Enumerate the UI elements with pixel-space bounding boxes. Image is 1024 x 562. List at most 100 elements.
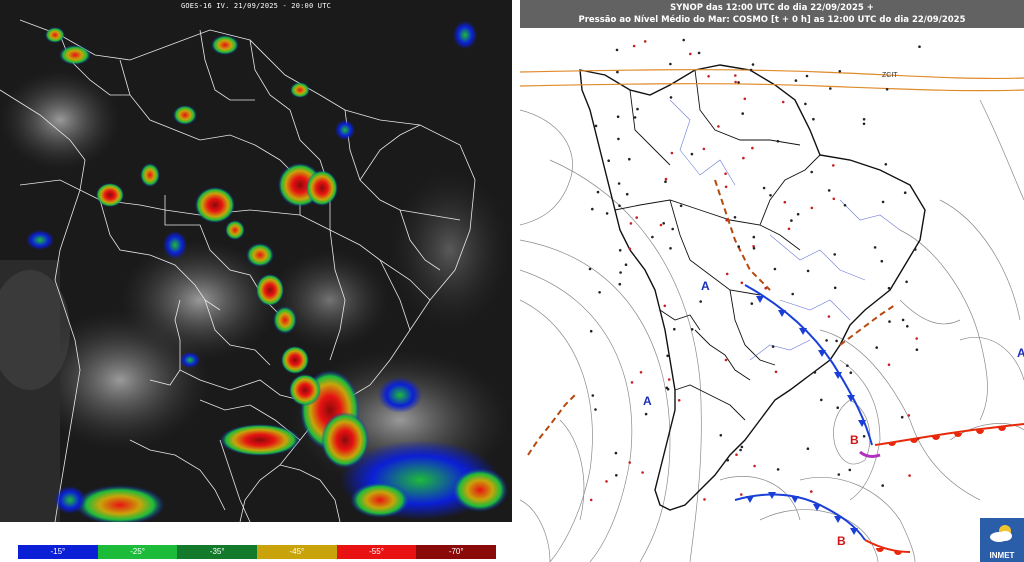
satellite-image-panel: GOES-16 IV. 21/09/2025 - 20:00 UTC xyxy=(0,0,512,522)
warm-front-semicircle xyxy=(998,427,1006,431)
station-dot xyxy=(628,157,631,161)
station-dot xyxy=(717,125,720,128)
cold-front-triangle xyxy=(834,372,842,379)
station-dot xyxy=(837,473,841,476)
station-dot xyxy=(618,204,621,207)
station-dot xyxy=(737,245,740,248)
station-dot xyxy=(673,327,676,331)
station-dot xyxy=(875,346,878,349)
station-dot xyxy=(664,180,667,183)
cold-front-triangle xyxy=(818,350,826,357)
station-dot xyxy=(639,371,643,374)
station-dot xyxy=(636,107,639,111)
station-dot xyxy=(906,325,909,328)
station-dot xyxy=(618,249,622,252)
station-dot xyxy=(750,302,754,305)
station-dot xyxy=(838,70,842,73)
station-dot xyxy=(734,74,737,77)
high-pressure-label: A xyxy=(643,394,652,408)
station-dot xyxy=(733,216,737,219)
station-dot xyxy=(616,70,619,74)
station-dot xyxy=(616,115,620,118)
station-dot xyxy=(659,223,663,227)
station-dot xyxy=(742,156,745,160)
station-dot xyxy=(740,493,743,496)
station-dot xyxy=(699,300,702,303)
legend-swatch: -25° xyxy=(97,545,178,559)
station-dot xyxy=(594,408,597,411)
station-dot xyxy=(591,394,595,397)
station-dot xyxy=(773,267,777,271)
station-dot xyxy=(589,329,593,333)
station-dot xyxy=(670,151,674,155)
station-dot xyxy=(884,163,888,166)
station-dot xyxy=(625,192,629,196)
synop-map xyxy=(520,38,1024,562)
warm-front-semicircle xyxy=(876,548,884,552)
station-dot xyxy=(677,399,681,402)
warm-front-semicircle xyxy=(894,551,902,555)
itcz-label: ZCIT xyxy=(882,72,898,79)
low-pressure-label: B xyxy=(837,534,846,548)
station-dot xyxy=(829,87,832,90)
legend-swatch: -15° xyxy=(18,545,98,559)
station-dot xyxy=(862,435,866,438)
legend-swatch: -35° xyxy=(177,545,258,559)
warm-front-semicircle xyxy=(954,433,962,437)
station-dot xyxy=(887,286,891,290)
station-dot xyxy=(726,458,729,462)
station-dot xyxy=(667,378,671,381)
station-dot xyxy=(848,468,852,472)
station-dot xyxy=(825,339,828,342)
station-dot xyxy=(589,498,593,502)
station-dot xyxy=(735,453,738,457)
station-dot xyxy=(751,146,754,150)
station-dot xyxy=(827,189,831,192)
station-dot xyxy=(614,451,618,455)
station-dot xyxy=(881,484,884,487)
station-dot xyxy=(787,227,791,231)
station-dot xyxy=(665,386,669,390)
country-borders xyxy=(614,69,821,421)
cold-front-triangle xyxy=(858,420,866,427)
station-dot xyxy=(907,414,911,417)
occlusion xyxy=(859,450,881,458)
station-dot xyxy=(918,45,921,48)
station-dot xyxy=(827,315,831,318)
station-dot xyxy=(774,370,778,374)
cold-front-triangle xyxy=(778,310,786,317)
station-dot xyxy=(605,480,608,483)
station-dot xyxy=(743,97,747,101)
station-dot xyxy=(739,448,742,452)
station-dot xyxy=(820,398,823,402)
synop-title-line2: Pressão ao Nível Médio do Mar: COSMO [t … xyxy=(578,15,966,25)
high-pressure-label: A xyxy=(1017,346,1024,360)
legend-swatch: -70° xyxy=(416,545,497,559)
station-dot xyxy=(690,152,694,156)
station-dot xyxy=(752,247,756,250)
state-borders xyxy=(669,99,901,361)
station-dot xyxy=(806,447,810,451)
station-dot xyxy=(810,206,814,210)
convective-cells xyxy=(26,21,508,522)
station-dot xyxy=(643,40,647,43)
station-dot xyxy=(753,464,756,468)
station-dot xyxy=(662,222,665,225)
station-dot xyxy=(791,292,794,296)
station-dot xyxy=(707,75,710,78)
station-dot xyxy=(664,177,668,181)
station-plots xyxy=(588,38,921,502)
station-dot xyxy=(781,100,785,104)
station-dot xyxy=(682,38,685,42)
satellite-header: GOES-16 IV. 21/09/2025 - 20:00 UTC xyxy=(180,2,332,10)
station-dot xyxy=(908,474,911,477)
station-dot xyxy=(764,286,767,290)
cold-front-triangle xyxy=(813,504,821,511)
station-dot xyxy=(917,437,920,441)
station-dot xyxy=(617,137,620,141)
station-dot xyxy=(666,354,669,358)
synop-title: SYNOP das 12:00 UTC do dia 22/09/2025 + … xyxy=(520,0,1024,28)
legend-swatch: -55° xyxy=(336,545,417,559)
station-dot xyxy=(697,51,701,55)
station-dot xyxy=(671,227,674,231)
